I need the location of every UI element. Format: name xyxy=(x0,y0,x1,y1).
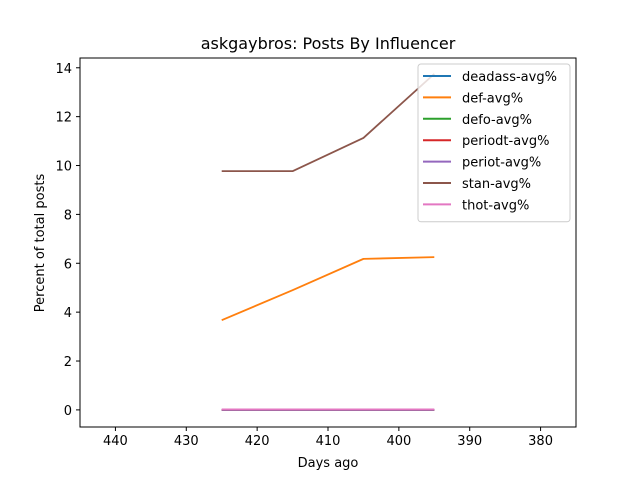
y-tick-label: 8 xyxy=(64,208,72,223)
y-axis-ticks: 0 2 4 6 8 10 12 14 xyxy=(55,62,80,419)
legend: deadass-avg% def-avg% defo-avg% periodt-avg… xyxy=(417,63,571,223)
legend-label: stan-avg% xyxy=(462,177,531,192)
y-tick-label: 12 xyxy=(55,111,72,126)
x-tick-label: 420 xyxy=(245,434,270,449)
x-tick-label: 410 xyxy=(316,434,341,449)
plot-frame xyxy=(79,57,577,428)
y-tick-label: 6 xyxy=(64,257,72,272)
y-tick-label: 4 xyxy=(64,306,72,321)
legend-label: thot-avg% xyxy=(462,198,529,213)
series-line-def-avg xyxy=(221,256,435,322)
legend-label: periot-avg% xyxy=(462,156,541,171)
x-axis-ticks: 440 430 420 410 400 390 380 xyxy=(103,427,553,449)
x-tick-label: 430 xyxy=(174,434,199,449)
x-tick-label: 390 xyxy=(457,434,482,449)
legend-label: deadass-avg% xyxy=(462,70,557,85)
legend-label: defo-avg% xyxy=(462,113,532,128)
x-tick-label: 440 xyxy=(103,434,128,449)
series-line-stan-avg xyxy=(221,73,435,173)
x-tick-label: 380 xyxy=(528,434,553,449)
legend-label: def-avg% xyxy=(462,91,523,106)
y-tick-label: 0 xyxy=(64,404,72,419)
x-axis-label: Days ago xyxy=(298,456,359,471)
legend-label: periodt-avg% xyxy=(462,134,549,149)
y-axis-label: Percent of total posts xyxy=(33,174,48,313)
series-layer xyxy=(221,73,435,411)
y-tick-label: 2 xyxy=(64,355,72,370)
y-tick-label: 14 xyxy=(55,62,72,77)
y-tick-label: 10 xyxy=(55,160,72,175)
x-tick-label: 400 xyxy=(386,434,411,449)
chart-title: askgaybros: Posts By Influencer xyxy=(201,34,456,53)
legend-box xyxy=(417,63,571,223)
